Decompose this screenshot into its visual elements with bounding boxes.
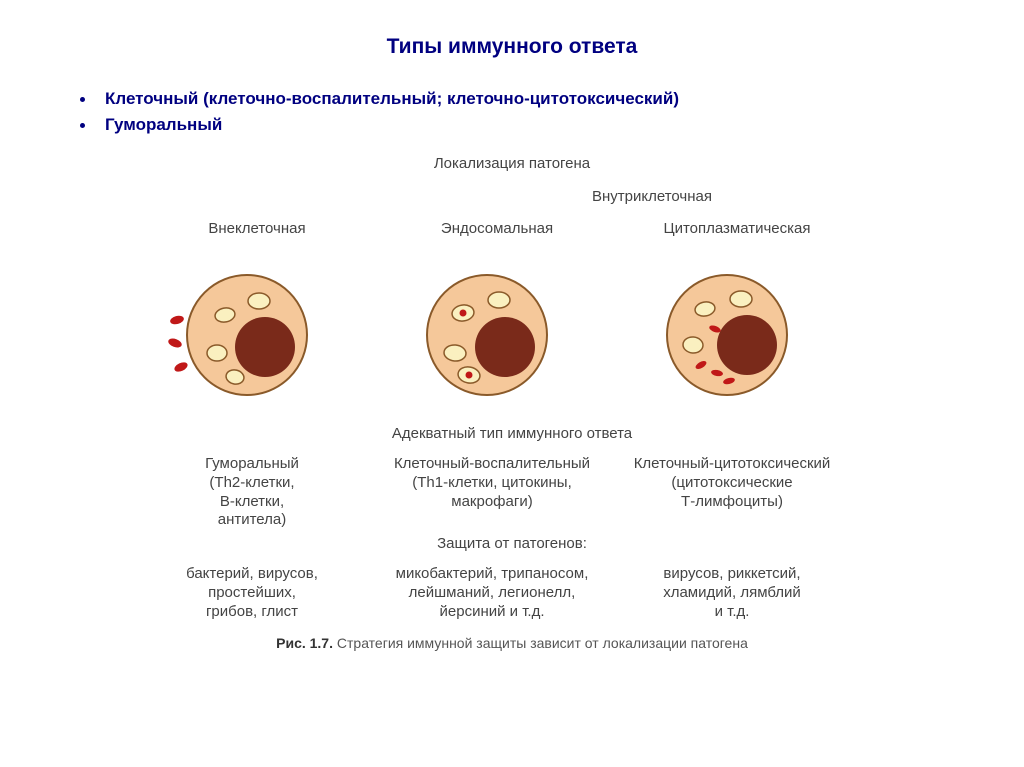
protection-header: Защита от патогенов: (372, 535, 652, 554)
response-type-label: Гуморальный (Th2-клетки, В-клетки, антит… (137, 455, 367, 530)
figure-caption-prefix: Рис. 1.7. (276, 635, 333, 651)
bullet-dot-icon (80, 123, 85, 128)
cell-icon (647, 255, 807, 415)
response-type-label: Клеточный-цитотоксический (цитотоксическ… (617, 455, 847, 511)
cell-icon (407, 255, 567, 415)
figure-caption: Рис. 1.7. Стратегия иммунной защиты зави… (132, 635, 892, 651)
bullet-dot-icon (80, 97, 85, 102)
column-loc-label: Эндосомальная (397, 220, 597, 239)
bullet-item: Гуморальный (80, 115, 1024, 135)
adequate-type-header: Адекватный тип иммунного ответа (312, 425, 712, 444)
cell-icon (167, 255, 327, 415)
column-loc-label: Цитоплазматическая (637, 220, 837, 239)
page-title: Типы иммунного ответа (0, 0, 1024, 89)
localization-header: Локализация патогена (372, 155, 652, 174)
response-type-label: Клеточный-воспалительный (Th1-клетки, ци… (377, 455, 607, 511)
protection-label: бактерий, вирусов, простейших, грибов, г… (137, 565, 367, 621)
column-loc-label: Внеклеточная (157, 220, 357, 239)
bullet-text: Клеточный (клеточно-воспалительный; клет… (105, 89, 679, 109)
diagram-area: Локализация патогена Внутриклеточная Внекл… (132, 155, 892, 655)
bullet-list: Клеточный (клеточно-воспалительный; клет… (80, 89, 1024, 135)
protection-label: вирусов, риккетсий, хламидий, лямблий и … (617, 565, 847, 621)
intracellular-header: Внутриклеточная (502, 188, 802, 207)
protection-label: микобактерий, трипаносом, лейшманий, лег… (377, 565, 607, 621)
bullet-text: Гуморальный (105, 115, 222, 135)
bullet-item: Клеточный (клеточно-воспалительный; клет… (80, 89, 1024, 109)
